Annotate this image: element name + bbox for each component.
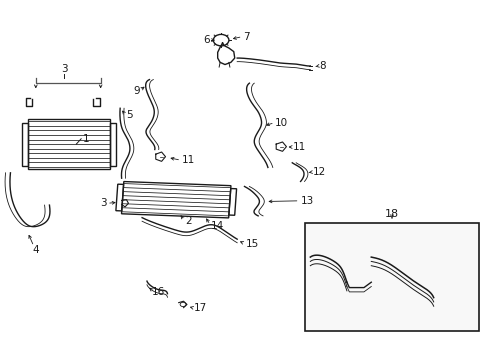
Text: 11: 11 <box>182 155 195 165</box>
Text: 7: 7 <box>243 32 250 41</box>
Text: 3: 3 <box>101 198 107 208</box>
Text: 2: 2 <box>184 216 191 226</box>
Bar <box>27 119 110 169</box>
Text: 10: 10 <box>275 118 288 128</box>
Text: 5: 5 <box>126 111 133 121</box>
Text: 17: 17 <box>194 303 207 314</box>
Text: 16: 16 <box>152 287 165 297</box>
Bar <box>116 184 123 211</box>
Text: 12: 12 <box>312 167 325 177</box>
Text: 9: 9 <box>133 86 140 96</box>
Bar <box>21 123 27 166</box>
Text: 6: 6 <box>203 35 210 45</box>
Text: 15: 15 <box>245 239 258 249</box>
Bar <box>305 223 478 330</box>
Text: 18: 18 <box>384 209 398 219</box>
Text: 1: 1 <box>82 134 89 144</box>
Text: 13: 13 <box>300 196 313 206</box>
Bar <box>122 181 230 218</box>
Text: 3: 3 <box>61 64 67 74</box>
Text: 4: 4 <box>32 245 39 255</box>
Bar <box>110 123 116 166</box>
Text: 14: 14 <box>210 221 223 231</box>
Text: 11: 11 <box>293 142 306 152</box>
Bar <box>228 189 236 215</box>
Text: 8: 8 <box>319 61 325 71</box>
